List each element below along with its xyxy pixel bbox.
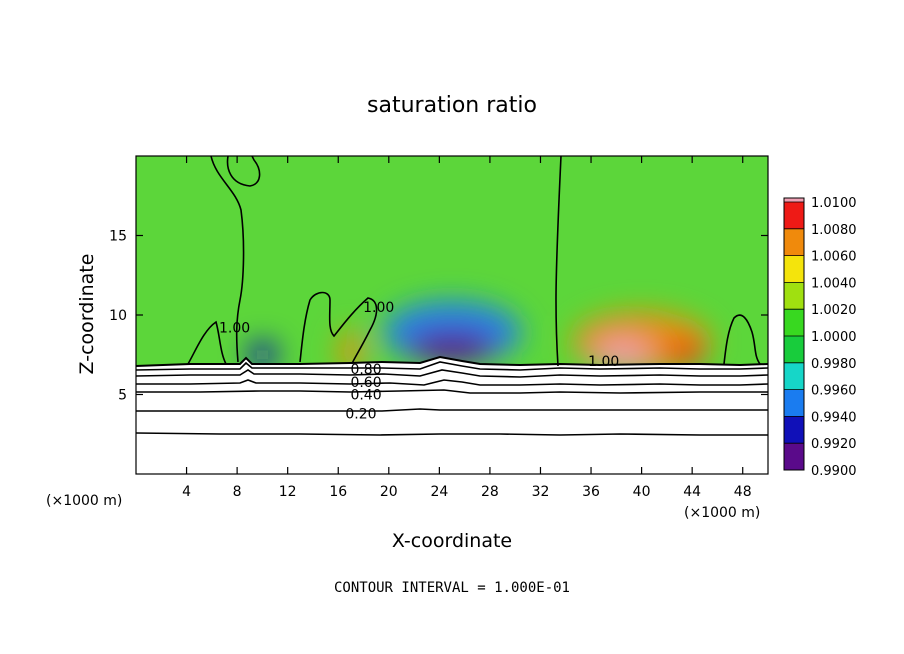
contour-label: 1.00 xyxy=(588,354,619,370)
colorbar-label: 0.9920 xyxy=(811,437,857,452)
contour-label: 0.60 xyxy=(350,375,381,391)
colorbar-swatch xyxy=(784,228,804,256)
colorbar-swatch xyxy=(784,362,804,390)
colorbar-swatch xyxy=(784,443,804,470)
contour-label: 0.80 xyxy=(350,362,381,378)
colorbar-label: 0.9940 xyxy=(811,410,857,425)
colorbar-label: 1.0000 xyxy=(811,330,857,345)
colorbar-swatch xyxy=(784,282,804,310)
x-axis: 4 8 12 16 20 24 28 32 36 40 44 48 xyxy=(182,156,752,500)
colorbar-label: 0.9900 xyxy=(811,464,857,479)
plot-area xyxy=(136,156,768,474)
colorbar-swatch xyxy=(784,202,804,229)
y-tick-label: 5 xyxy=(118,388,127,404)
contour-label: 1.00 xyxy=(363,300,394,316)
x-tick-label: 20 xyxy=(380,484,398,500)
colorbar-swatch xyxy=(784,389,804,417)
colorbar-swatch xyxy=(784,309,804,336)
colorbar-top-cap xyxy=(784,198,804,202)
colorbar-swatch xyxy=(784,255,804,283)
contour-label: 0.40 xyxy=(350,388,381,404)
field-moist-region-5 xyxy=(666,342,705,365)
x-tick-label: 28 xyxy=(481,484,499,500)
x-tick-label: 36 xyxy=(582,484,600,500)
x-tick-label: 40 xyxy=(633,484,651,500)
colorbar-label: 1.0020 xyxy=(811,303,857,318)
x-axis-title: X-coordinate xyxy=(392,530,512,552)
ground-region xyxy=(136,357,768,474)
contour-interval-note: CONTOUR INTERVAL = 1.000E-01 xyxy=(334,580,570,596)
colorbar-label: 1.0040 xyxy=(811,276,857,291)
x-unit-label-left: (×1000 m) xyxy=(46,493,122,509)
y-tick-label: 10 xyxy=(109,308,127,324)
contour-lines xyxy=(136,156,768,436)
x-tick-label: 24 xyxy=(430,484,448,500)
colorbar-label: 1.0060 xyxy=(811,250,857,265)
colorbar: 0.9900 0.9920 0.9940 0.9960 0.9980 1.0000 1.00… xyxy=(783,196,857,479)
x-tick-label: 8 xyxy=(233,484,242,500)
colorbar-label: 0.9960 xyxy=(811,384,857,399)
y-axis-title: Z-coordinate xyxy=(76,254,98,375)
x-unit-label-right: (×1000 m) xyxy=(684,505,760,521)
chart-title: saturation ratio xyxy=(367,93,537,118)
x-tick-label: 48 xyxy=(734,484,752,500)
y-axis: 5 10 15 xyxy=(109,229,768,404)
x-tick-label: 16 xyxy=(329,484,347,500)
colorbar-swatch xyxy=(784,336,804,363)
x-tick-label: 32 xyxy=(532,484,550,500)
colorbar-swatch xyxy=(784,416,804,444)
colorbar-label: 0.9980 xyxy=(811,357,857,372)
colorbar-label: 1.0100 xyxy=(811,196,857,211)
field-dry-region-2 xyxy=(247,342,278,368)
x-tick-label: 12 xyxy=(279,484,297,500)
contour-label-group: 0.800.600.40 0.20 1.00 1.00 1.00 xyxy=(219,300,619,423)
contour-label: 0.20 xyxy=(345,407,376,423)
ground-contour-bold xyxy=(136,355,768,367)
field-moist-region-4 xyxy=(594,338,651,368)
x-tick-label: 4 xyxy=(182,484,191,500)
contour-label: 1.00 xyxy=(219,321,250,337)
colorbar-label: 1.0080 xyxy=(811,223,857,238)
field-features xyxy=(247,300,712,374)
x-tick-label: 44 xyxy=(683,484,701,500)
field-dry-region-1 xyxy=(407,330,497,363)
y-tick-label: 15 xyxy=(109,229,127,245)
